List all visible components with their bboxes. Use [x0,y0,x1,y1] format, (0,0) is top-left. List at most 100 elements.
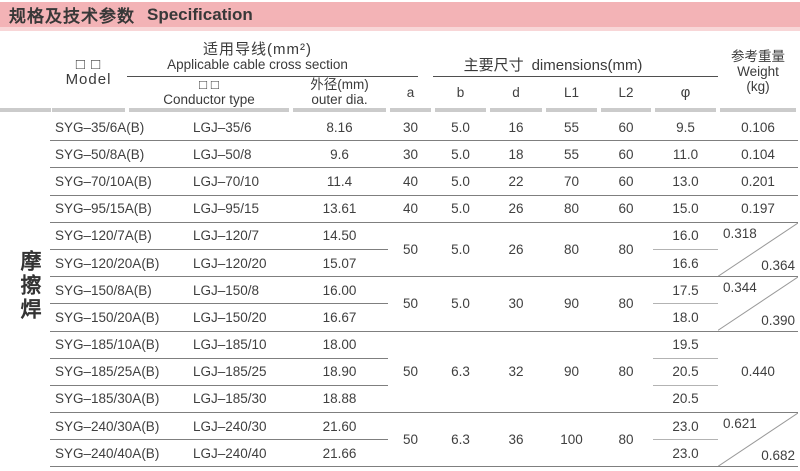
header-weight-en: Weight [737,64,779,79]
separator-segment [129,108,289,112]
side-label-friction-weld: 摩擦焊 [18,250,41,322]
dim-l2-cell: 80 [599,413,653,468]
header-model: □ □ Model [50,36,127,107]
dim-b-cell: 5.0 [433,168,488,196]
header-conductor-en: Conductor type [163,92,255,107]
outer-dia-cell: 13.61 [291,196,388,223]
conductor-cell: LGJ–120/20 [127,250,291,278]
phi-cell: 16.0 [653,223,718,250]
weight-diagonal-line [718,277,798,331]
separator-segment [720,108,796,112]
outer-dia-cell: 9.6 [291,141,388,169]
phi-cell: 17.5 [653,277,718,305]
dim-b-cell: 5.0 [433,141,488,169]
weight-cell: 0.106 [718,114,798,142]
dim-d-cell: 30 [488,277,544,332]
weight-diagonal-line [718,222,798,277]
phi-cell: 20.5 [653,359,718,386]
dim-a-cell: 30 [388,114,433,142]
conductor-cell: LGJ–70/10 [127,168,291,196]
model-cell: SYG–240/40A(B) [50,440,159,468]
dim-l1-cell: 55 [544,141,599,169]
section-title-bar: 规格及技术参数 Specification [0,2,800,31]
dim-d-cell: 18 [488,141,544,169]
separator-segment [546,108,597,112]
header-outer-dia-en: outer dia. [311,92,368,107]
dim-d-cell: 22 [488,168,544,196]
model-cell: SYG–240/30A(B) [50,413,159,441]
header-outer-dia-zh: 外径(mm) [310,77,369,92]
conductor-cell: LGJ–150/20 [127,304,291,332]
dim-b-cell: 5.0 [433,196,488,223]
weight-lower-value: 0.390 [761,312,795,328]
header-col-d: d [512,84,520,100]
model-cell: SYG–95/15A(B) [50,196,152,223]
header-cable-en: Applicable cable cross section [167,57,348,72]
conductor-cell: LGJ–35/6 [127,114,291,142]
dim-d-cell: 32 [488,332,544,414]
outer-dia-cell: 16.00 [291,277,388,305]
section-title-zh: 规格及技术参数 [9,7,135,26]
model-cell: SYG–185/25A(B) [50,359,159,386]
dim-a-cell: 50 [388,332,433,414]
weight-cell-split: 0.344 0.390 [718,277,798,332]
separator-segment [655,108,716,112]
header-col-l2: L2 [618,84,634,100]
dim-d-cell: 16 [488,114,544,142]
dim-b-cell: 5.0 [433,114,488,142]
dim-l1-cell: 90 [544,332,599,414]
header-col-b: b [456,84,465,100]
weight-cell-split: 0.621 0.682 [718,413,798,468]
outer-dia-cell: 21.66 [291,440,388,468]
dim-b-cell: 5.0 [433,277,488,332]
weight-cell: 0.104 [718,141,798,169]
conductor-cell: LGJ–95/15 [127,196,291,223]
phi-cell: 16.6 [653,250,718,278]
dim-a-cell: 50 [388,223,433,278]
weight-upper-value: 0.344 [723,280,757,296]
dim-l2-cell: 60 [599,196,653,223]
dim-a-cell: 50 [388,413,433,468]
separator-segment-gutter [0,108,51,112]
phi-cell: 13.0 [653,168,718,196]
header-model-zh: □ □ [75,55,102,73]
outer-dia-cell: 16.67 [291,304,388,332]
phi-cell: 15.0 [653,196,718,223]
phi-cell: 23.0 [653,413,718,441]
conductor-cell: LGJ–240/40 [127,440,291,468]
dim-l1-cell: 100 [544,413,599,468]
outer-dia-cell: 14.50 [291,223,388,250]
weight-cell-split: 0.318 0.364 [718,222,798,278]
separator-segment [390,108,431,112]
outer-dia-cell: 18.88 [291,386,388,414]
header-weight-zh: 参考重量 [731,49,785,64]
model-cell: SYG–35/6A(B) [50,114,144,142]
header-col-a: a [406,84,415,100]
dim-b-cell: 5.0 [433,223,488,278]
dim-d-cell: 26 [488,196,544,223]
dim-l2-cell: 80 [599,223,653,278]
separator-segment [52,108,125,112]
header-cable-zh: 适用导线(mm²) [203,41,312,58]
separator-segment [490,108,542,112]
dim-a-cell: 30 [388,141,433,169]
weight-cell: 0.197 [718,196,798,223]
separator-segment [293,108,386,112]
dim-l1-cell: 70 [544,168,599,196]
separator-segment [601,108,651,112]
model-cell: SYG–185/30A(B) [50,386,159,414]
separator-segment [435,108,486,112]
weight-upper-value: 0.318 [723,225,757,241]
header-weight: 参考重量 Weight (kg) [718,36,798,107]
dim-l2-cell: 60 [599,141,653,169]
header-model-en: Model [65,70,112,88]
dim-d-cell: 26 [488,223,544,278]
dim-a-cell: 40 [388,196,433,223]
weight-cell: 0.201 [718,168,798,196]
outer-dia-cell: 11.4 [291,168,388,196]
header-weight-unit: (kg) [746,79,770,94]
phi-cell: 11.0 [653,141,718,169]
outer-dia-cell: 15.07 [291,250,388,278]
dim-a-cell: 50 [388,277,433,332]
